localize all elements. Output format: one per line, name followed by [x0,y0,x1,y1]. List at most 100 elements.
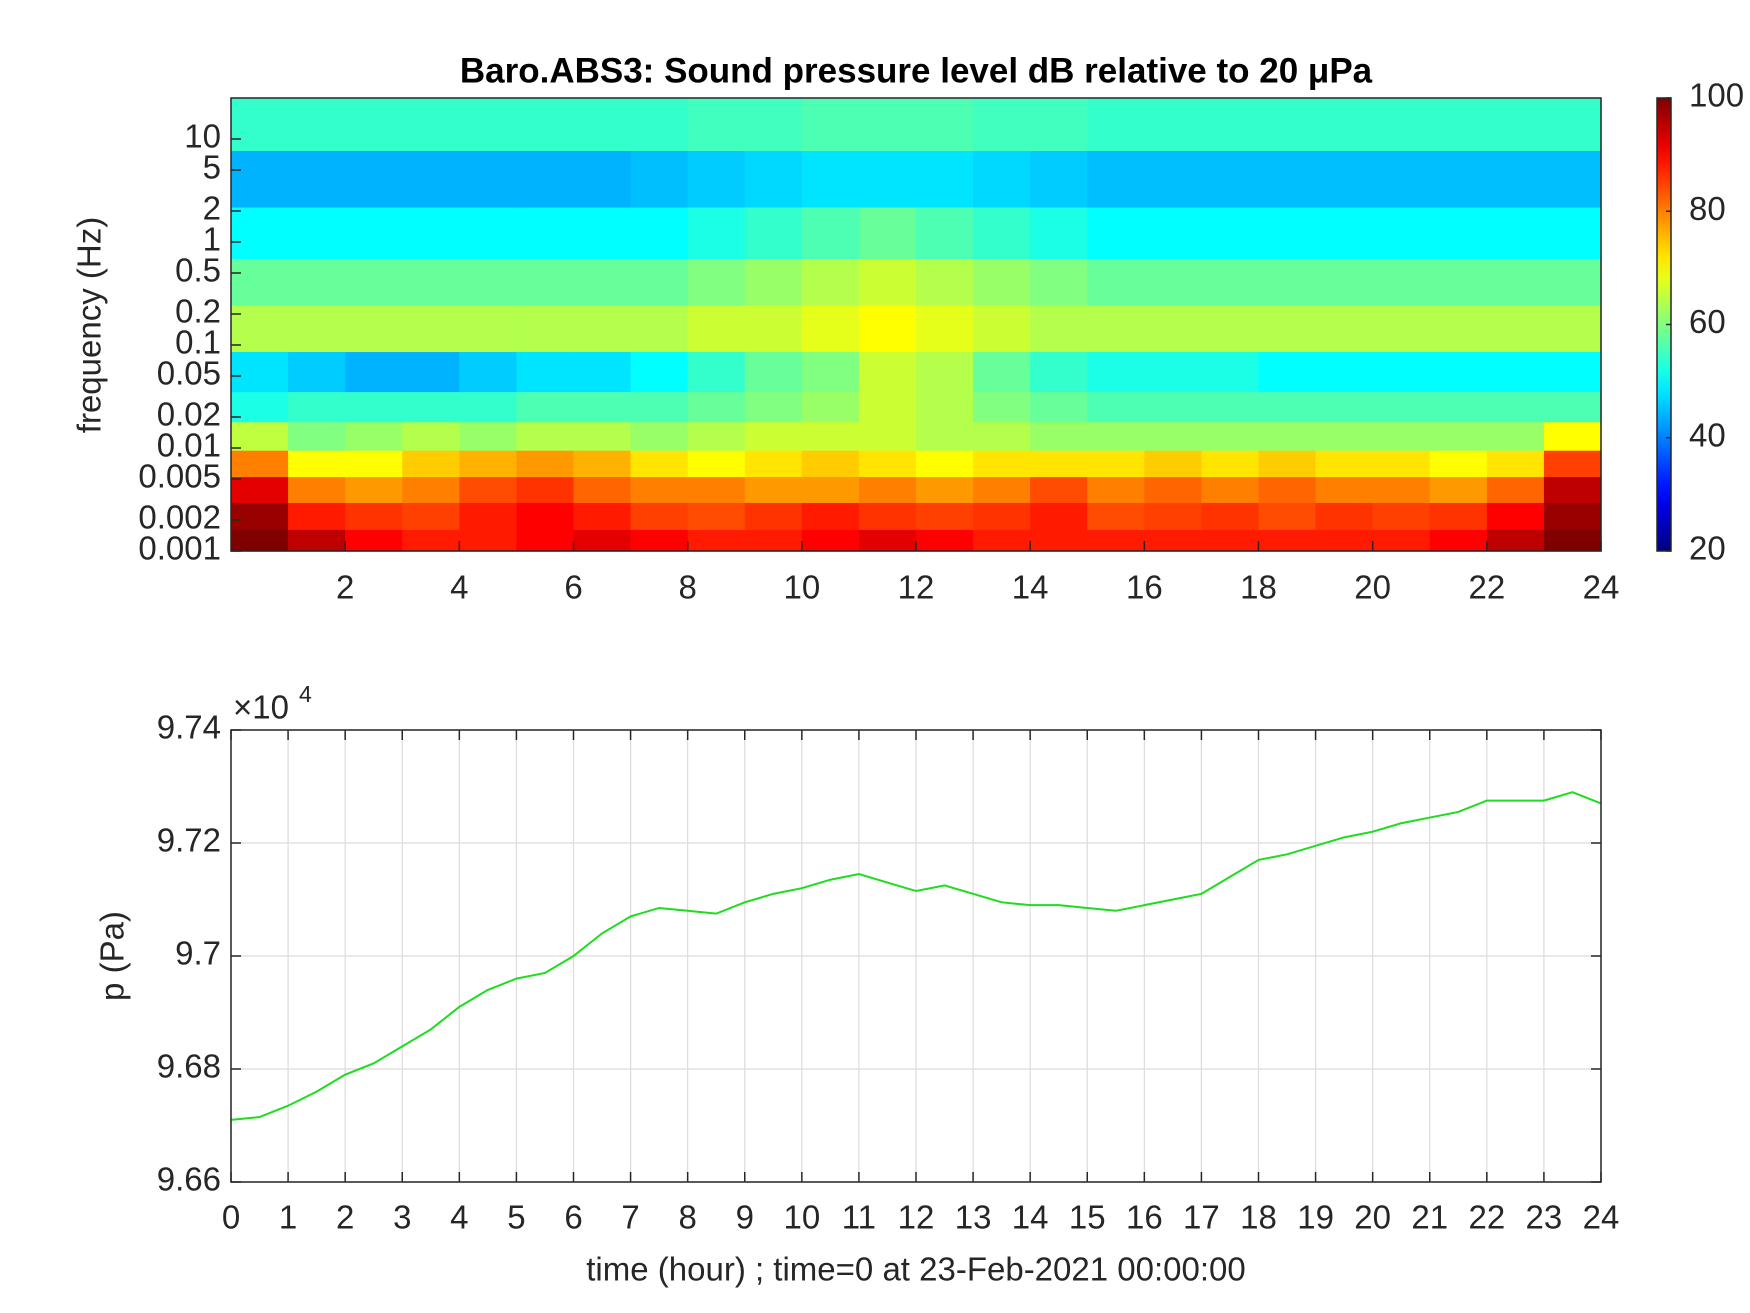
heatmap-cell [1486,502,1545,530]
heatmap-cell [1429,391,1488,423]
heatmap-cell [973,502,1031,530]
x-tick-label: 3 [393,1199,411,1236]
heatmap-cell [1258,98,1317,152]
heatmap-cell [516,529,575,552]
heatmap-cell [1258,304,1317,353]
heatmap-cell [1201,476,1260,503]
heatmap-cell [516,351,575,393]
heatmap-cell [973,150,1031,208]
heatmap-cell [1486,421,1545,451]
heatmap-cell [573,98,632,152]
heatmap-cell [916,421,974,451]
x-tick-label: 16 [1126,1199,1163,1236]
heatmap-cell [516,304,575,353]
heatmap-cell [744,258,803,306]
heatmap-cell [1372,206,1431,260]
heatmap-cell [288,476,346,503]
heatmap-cell [402,391,460,423]
heatmap-cell [516,150,575,208]
heatmap-cell [801,391,860,423]
heatmap-cell [1087,304,1145,353]
heatmap-cell [345,529,403,552]
heatmap-cell [1201,421,1260,451]
colorbar-tick-label: 60 [1689,303,1726,340]
heatmap-cell [630,421,689,451]
heatmap-cell [1486,150,1545,208]
heatmap-cell [858,304,917,353]
heatmap-cell [1258,502,1317,530]
heatmap-cell [1315,476,1374,503]
heatmap-cell [973,529,1031,552]
heatmap-cell [459,206,518,260]
heatmap-cell [1258,351,1317,393]
x-tick-label: 4 [450,1199,468,1236]
y-tick-label: 2 [203,190,221,227]
x-tick-label: 14 [1012,1199,1049,1236]
y-tick-label: 0.1 [175,324,221,361]
x-tick-label: 7 [621,1199,639,1236]
heatmap-cell [801,206,860,260]
heatmap-cell [858,206,917,260]
heatmap-cell [345,304,403,353]
heatmap-cell [1543,304,1602,353]
x-tick-label: 1 [279,1199,297,1236]
heatmap-cell [1486,98,1545,152]
heatmap-cell [1258,258,1317,306]
heatmap-cell [744,150,803,208]
heatmap-cell [630,476,689,503]
heatmap-cell [1144,502,1203,530]
x-tick-label: 16 [1126,569,1163,606]
x-tick-label: 4 [450,569,468,606]
heatmap-cell [916,98,974,152]
heatmap-cell [288,450,346,478]
heatmap-cell [687,502,746,530]
heatmap-cell [1315,98,1374,152]
heatmap-cell [1372,450,1431,478]
heatmap-cell [973,258,1031,306]
heatmap-cell [916,529,974,552]
x-tick-label: 13 [955,1199,992,1236]
heatmap-cell [1429,351,1488,393]
heatmap-cell [1315,206,1374,260]
heatmap-cell [516,391,575,423]
heatmap-cell [516,476,575,503]
heatmap-cell [1030,476,1088,503]
heatmap-cell [1315,450,1374,478]
heatmap-cell [402,529,460,552]
heatmap-cell [973,351,1031,393]
heatmap-cell [1201,351,1260,393]
heatmap-cell [687,421,746,451]
heatmap-cell [573,206,632,260]
heatmap-cell [1087,391,1145,423]
heatmap-cell [1372,258,1431,306]
x-tick-label: 2 [336,1199,354,1236]
x-tick-label: 18 [1240,1199,1277,1236]
heatmap-cell [1543,150,1602,208]
heatmap-cell [687,98,746,152]
heatmap-cell [231,258,289,306]
heatmap-cell [916,476,974,503]
x-tick-label: 22 [1468,1199,1505,1236]
heatmap-cell [1372,150,1431,208]
heatmap-cell [801,502,860,530]
heatmap-cell [459,502,518,530]
x-tick-label: 15 [1069,1199,1106,1236]
heatmap-cell [1087,476,1145,503]
heatmap-cell [744,304,803,353]
x-tick-label: 10 [783,1199,820,1236]
colorbar-tick-label: 100 [1689,77,1744,114]
heatmap-cell [687,258,746,306]
heatmap-cell [288,502,346,530]
heatmap-cell [288,206,346,260]
y-tick-label: 9.68 [157,1048,221,1085]
heatmap-cell [288,98,346,152]
heatmap-cell [402,476,460,503]
heatmap-cell [516,98,575,152]
heatmap-cell [1258,150,1317,208]
heatmap-cell [516,206,575,260]
heatmap-cell [1144,98,1203,152]
x-tick-label: 17 [1183,1199,1220,1236]
heatmap-cell [916,391,974,423]
y-tick-label: 5 [203,149,221,186]
